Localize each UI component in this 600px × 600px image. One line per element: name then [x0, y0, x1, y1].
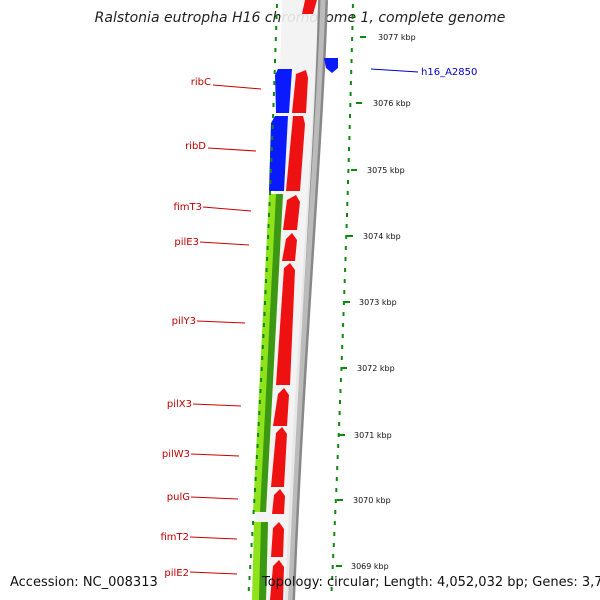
- svg-text:ribC: ribC: [191, 77, 211, 88]
- scale-tick-5: 3072 kbp: [341, 364, 395, 373]
- gene-fimT3-shape[interactable]: [283, 195, 300, 230]
- gene-pilE2-shape[interactable]: [270, 560, 284, 600]
- gene-label-ribC[interactable]: ribC: [191, 77, 262, 90]
- genome-summary-text: Topology: circular; Length: 4,052,032 bp…: [262, 575, 600, 590]
- svg-text:3073 kbp: 3073 kbp: [359, 298, 397, 307]
- accession-text: Accession: NC_008313: [10, 575, 158, 590]
- gene-label-fimT3[interactable]: fimT3: [173, 202, 252, 213]
- svg-text:pilX3: pilX3: [167, 399, 192, 410]
- gene-red-1[interactable]: [292, 70, 308, 113]
- gene-label-fimT2[interactable]: fimT2: [160, 532, 238, 543]
- scale-tick-7: 3070 kbp: [337, 496, 391, 505]
- gene-label-pilX3[interactable]: pilX3: [167, 399, 242, 410]
- gene-label-pilE2[interactable]: pilE2: [164, 568, 238, 579]
- svg-text:pilE2: pilE2: [164, 568, 189, 579]
- svg-text:3069 kbp: 3069 kbp: [351, 562, 389, 571]
- svg-text:3072 kbp: 3072 kbp: [357, 364, 395, 373]
- svg-text:fimT2: fimT2: [160, 532, 189, 543]
- gene-label-pulG[interactable]: pulG: [167, 492, 239, 503]
- svg-text:3076 kbp: 3076 kbp: [373, 99, 411, 108]
- svg-text:3074 kbp: 3074 kbp: [363, 232, 401, 241]
- scale-tick-4: 3073 kbp: [344, 298, 397, 307]
- gene-pulG-shape[interactable]: [272, 489, 285, 514]
- scale-tick-0: 3077 kbp: [360, 33, 416, 42]
- svg-text:3070 kbp: 3070 kbp: [353, 496, 391, 505]
- backbone-core: [287, 0, 326, 600]
- svg-text:pulG: pulG: [167, 492, 190, 503]
- gene-label-pilE3[interactable]: pilE3: [174, 237, 250, 248]
- gene-red-2[interactable]: [286, 116, 305, 191]
- gene-label-pilY3[interactable]: pilY3: [172, 316, 246, 327]
- gene-pilY3-shape[interactable]: [276, 263, 295, 385]
- gene-pilW3-shape[interactable]: [271, 427, 287, 487]
- svg-text:pilY3: pilY3: [172, 316, 196, 327]
- scale-tick-2: 3075 kbp: [351, 166, 405, 175]
- svg-text:ribD: ribD: [185, 141, 206, 152]
- gene-h16_A2850-shape[interactable]: [324, 58, 338, 73]
- inner-tick-track: [247, 4, 278, 591]
- gene-pilE3-shape[interactable]: [282, 233, 297, 261]
- scale-tick-1: 3076 kbp: [356, 99, 411, 108]
- scale-tick-3: 3074 kbp: [347, 232, 401, 241]
- gene-label-pilW3[interactable]: pilW3: [162, 449, 240, 460]
- gene-pilX3-shape[interactable]: [273, 388, 289, 426]
- gene-ribD-shape[interactable]: [269, 116, 288, 191]
- gene-label-ribD[interactable]: ribD: [185, 141, 257, 152]
- svg-text:3077 kbp: 3077 kbp: [378, 33, 416, 42]
- scale-tick-8: 3069 kbp: [336, 562, 389, 571]
- svg-text:fimT3: fimT3: [173, 202, 202, 213]
- scale-tick-6: 3071 kbp: [339, 431, 392, 440]
- gene-label-h16_A2850[interactable]: h16_A2850: [370, 67, 477, 78]
- operon-band-1-shade: [260, 194, 283, 512]
- svg-text:h16_A2850: h16_A2850: [421, 67, 477, 78]
- gene-fimT2-shape[interactable]: [271, 522, 284, 557]
- gene-red-0[interactable]: [302, 0, 317, 14]
- gene-ribC-shape[interactable]: [275, 69, 292, 113]
- svg-text:3071 kbp: 3071 kbp: [354, 431, 392, 440]
- svg-text:pilE3: pilE3: [174, 237, 199, 248]
- svg-text:3075 kbp: 3075 kbp: [367, 166, 405, 175]
- svg-text:pilW3: pilW3: [162, 449, 190, 460]
- outer-tick-track: [330, 4, 354, 591]
- operon-band-2-shade: [259, 522, 268, 600]
